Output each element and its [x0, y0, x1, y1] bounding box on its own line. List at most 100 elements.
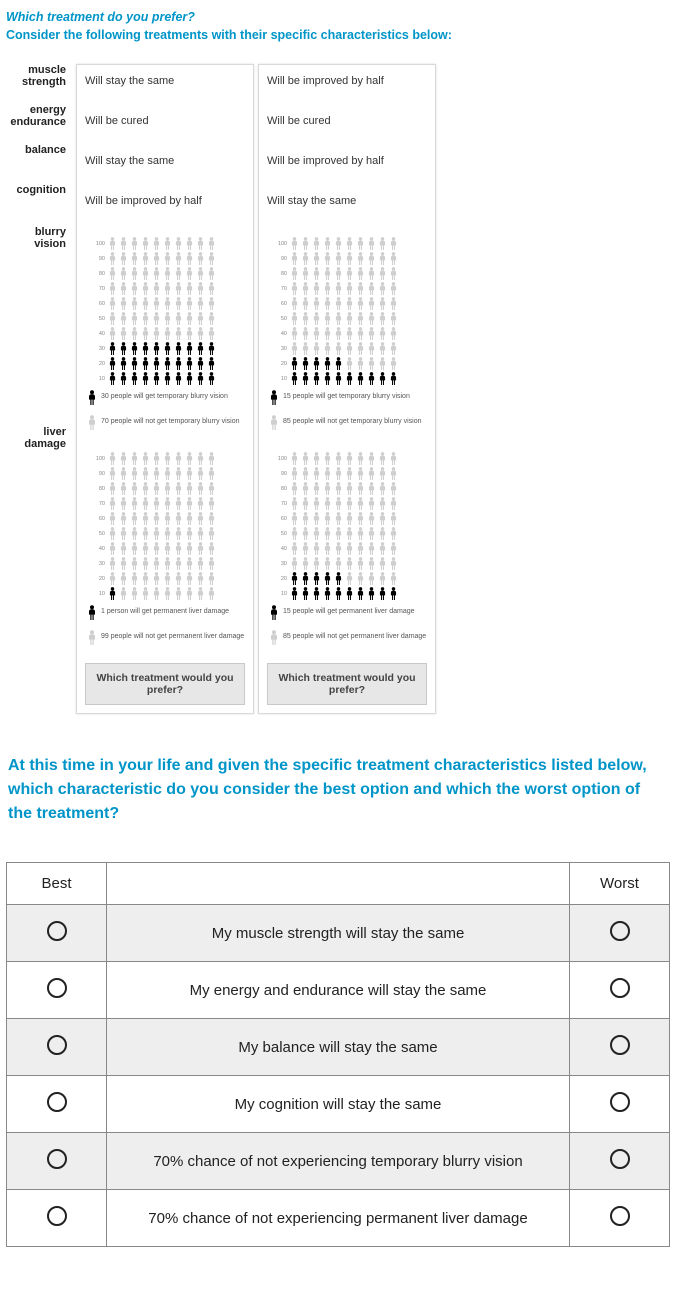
person-icon [185, 267, 194, 280]
prefer-button-a[interactable]: Which treatment would you prefer? [85, 663, 245, 705]
person-icon [152, 357, 161, 370]
pictograph-axis-label: 70 [91, 497, 107, 511]
person-icon [207, 542, 216, 555]
person-icon [196, 572, 205, 585]
person-icon [312, 467, 321, 480]
person-icon [334, 512, 343, 525]
person-icon [152, 527, 161, 540]
person-icon [185, 327, 194, 340]
person-icon [108, 372, 117, 385]
treatment-comparison: musclestrengthenergyendurancebalancecogn… [6, 64, 670, 714]
person-icon [196, 237, 205, 250]
bw-radio-best-1[interactable] [47, 978, 67, 998]
person-icon [119, 527, 128, 540]
person-icon [345, 312, 354, 325]
person-icon [119, 497, 128, 510]
attr-label-balance: balance [25, 144, 72, 156]
person-icon [130, 482, 139, 495]
pictograph-grid: 100908070605040302010 [273, 237, 427, 386]
risk-caption-unaffected: 85 people will not get permanent liver d… [269, 630, 427, 645]
person-icon [119, 587, 128, 600]
person-icon [323, 482, 332, 495]
person-icon [356, 267, 365, 280]
person-icon [196, 267, 205, 280]
person-icon [378, 572, 387, 585]
person-icon [301, 312, 310, 325]
person-icon [152, 452, 161, 465]
person-icon [119, 267, 128, 280]
bw-radio-worst-2[interactable] [610, 1035, 630, 1055]
person-icon [108, 467, 117, 480]
person-icon [207, 572, 216, 585]
person-icon [108, 267, 117, 280]
bw-radio-worst-5[interactable] [610, 1206, 630, 1226]
risk-caption-text: 15 people will get permanent liver damag… [283, 608, 415, 616]
bw-radio-worst-0[interactable] [610, 921, 630, 941]
person-icon [389, 512, 398, 525]
pictograph-axis-label: 60 [91, 297, 107, 311]
bw-radio-worst-3[interactable] [610, 1092, 630, 1112]
person-icon [323, 252, 332, 265]
risk-caption-affected: 1 person will get permanent liver damage [87, 605, 245, 620]
person-icon [152, 587, 161, 600]
person-icon [119, 237, 128, 250]
bw-radio-best-4[interactable] [47, 1149, 67, 1169]
person-icon [207, 267, 216, 280]
person-icon [345, 587, 354, 600]
attr-label-muscle_strength: musclestrength [22, 64, 72, 88]
bw-row-text: 70% chance of not experiencing temporary… [107, 1133, 570, 1190]
person-icon [389, 467, 398, 480]
person-icon [312, 587, 321, 600]
person-icon [196, 282, 205, 295]
pictograph-axis-label: 20 [273, 357, 289, 371]
bw-header-blank [107, 863, 570, 905]
person-icon [119, 357, 128, 370]
person-icon [163, 327, 172, 340]
person-icon [323, 357, 332, 370]
person-icon [130, 297, 139, 310]
prefer-button-b[interactable]: Which treatment would you prefer? [267, 663, 427, 705]
person-icon [356, 342, 365, 355]
attr-label-liver_damage: liver damage [6, 424, 72, 450]
person-icon [367, 312, 376, 325]
person-icon [290, 297, 299, 310]
pictograph-axis-label: 90 [273, 252, 289, 266]
pictograph-axis-label: 40 [91, 542, 107, 556]
bw-radio-worst-1[interactable] [610, 978, 630, 998]
person-icon [141, 297, 150, 310]
person-icon [301, 572, 310, 585]
bw-radio-best-2[interactable] [47, 1035, 67, 1055]
person-icon [312, 357, 321, 370]
pictograph-axis-label: 10 [91, 587, 107, 601]
attr-value-balance-b: Will be improved by half [267, 155, 384, 168]
person-icon [356, 282, 365, 295]
person-icon [312, 482, 321, 495]
person-icon [367, 572, 376, 585]
person-icon [345, 282, 354, 295]
person-icon [163, 497, 172, 510]
person-icon [334, 297, 343, 310]
person-icon [130, 497, 139, 510]
bw-radio-best-0[interactable] [47, 921, 67, 941]
person-icon [345, 572, 354, 585]
risk-caption-text: 70 people will not get temporary blurry … [101, 418, 240, 426]
bw-radio-best-5[interactable] [47, 1206, 67, 1226]
bw-radio-best-3[interactable] [47, 1092, 67, 1112]
person-icon [207, 557, 216, 570]
pictograph-axis-label: 100 [91, 237, 107, 251]
risk-caption-text: 85 people will not get temporary blurry … [283, 418, 422, 426]
person-icon [130, 342, 139, 355]
person-icon [312, 252, 321, 265]
person-icon [207, 587, 216, 600]
person-icon [185, 312, 194, 325]
person-icon [312, 512, 321, 525]
person-icon [323, 452, 332, 465]
pictograph-axis-label: 100 [273, 452, 289, 466]
person-icon [152, 482, 161, 495]
person-icon [119, 452, 128, 465]
person-icon [323, 237, 332, 250]
bw-radio-worst-4[interactable] [610, 1149, 630, 1169]
person-icon [290, 587, 299, 600]
person-icon [207, 282, 216, 295]
person-icon [389, 542, 398, 555]
